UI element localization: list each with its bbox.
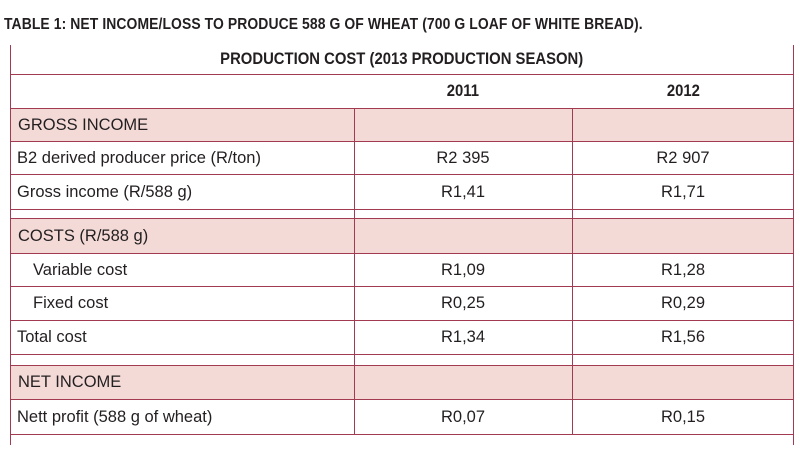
cell-total-cost-2011: R1,34 xyxy=(440,328,486,346)
divider xyxy=(10,320,794,321)
production-cost-header: PRODUCTION COST (2013 PRODUCTION SEASON) xyxy=(220,50,584,68)
divider xyxy=(10,365,794,366)
divider xyxy=(10,253,794,254)
cell-nett-profit-2011: R0,07 xyxy=(440,407,486,426)
section-fill xyxy=(355,366,572,399)
section-heading-costs: COSTS (R/588 g) xyxy=(11,219,354,253)
cell-fixed-cost-2011: R0,25 xyxy=(440,294,486,312)
table-title: TABLE 1: NET INCOME/LOSS TO PRODUCE 588 … xyxy=(4,16,643,33)
row-label-nett-profit: Nett profit (588 g of wheat) xyxy=(17,407,213,426)
divider xyxy=(10,218,794,219)
section-fill xyxy=(573,109,793,141)
section-heading-net-income: NET INCOME xyxy=(11,366,354,399)
section-fill xyxy=(355,219,572,253)
cell-total-cost-2012: R1,56 xyxy=(660,328,706,346)
cell-producer-price-2011: R2 395 xyxy=(436,148,490,167)
divider xyxy=(10,286,794,287)
row-label-total-cost: Total cost xyxy=(17,328,87,346)
divider xyxy=(10,141,794,142)
section-fill xyxy=(355,109,572,141)
table-frame xyxy=(10,45,794,445)
cell-gross-income-2012: R1,71 xyxy=(660,182,706,201)
year-header-2012: 2012 xyxy=(666,81,700,100)
cell-gross-income-2011: R1,41 xyxy=(440,182,486,201)
divider xyxy=(10,209,794,210)
column-divider xyxy=(354,108,355,434)
divider xyxy=(10,354,794,355)
cell-variable-cost-2012: R1,28 xyxy=(660,260,706,279)
section-heading-gross-income: GROSS INCOME xyxy=(11,109,354,141)
divider xyxy=(10,74,794,75)
divider xyxy=(10,434,794,435)
cell-producer-price-2012: R2 907 xyxy=(656,148,710,167)
column-divider xyxy=(572,108,573,434)
row-label-variable-cost: Variable cost xyxy=(33,260,128,279)
section-fill xyxy=(573,366,793,399)
row-label-fixed-cost: Fixed cost xyxy=(33,294,109,312)
divider xyxy=(10,399,794,400)
row-label-producer-price: B2 derived producer price (R/ton) xyxy=(17,148,261,167)
row-label-gross-income: Gross income (R/588 g) xyxy=(17,182,193,201)
year-header-2011: 2011 xyxy=(446,81,480,100)
cell-variable-cost-2011: R1,09 xyxy=(440,260,486,279)
section-fill xyxy=(573,219,793,253)
cell-nett-profit-2012: R0,15 xyxy=(660,407,706,426)
cell-fixed-cost-2012: R0,29 xyxy=(660,294,706,312)
divider xyxy=(10,174,794,175)
divider xyxy=(10,108,794,109)
